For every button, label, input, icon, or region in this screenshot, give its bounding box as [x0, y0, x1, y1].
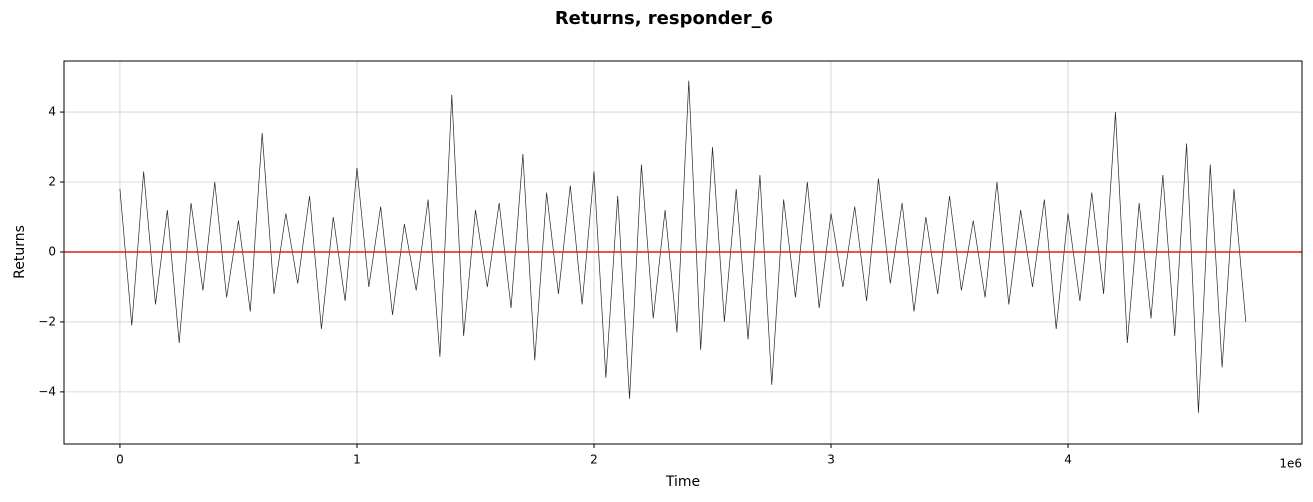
y-tick-label: 0 [48, 244, 56, 258]
x-offset-label: 1e6 [1279, 457, 1302, 471]
x-axis-label: Time [665, 474, 700, 490]
x-tick-label: 1 [353, 453, 361, 467]
x-tick-label: 0 [116, 453, 124, 467]
series-line [119, 80, 1247, 413]
y-tick-label: 4 [48, 105, 56, 119]
x-tick-label: 2 [590, 453, 598, 467]
chart-title: Returns, responder_6 [555, 8, 773, 29]
y-axis-label: Returns [12, 225, 28, 279]
y-tick-label: −4 [38, 384, 56, 398]
x-tick-label: 4 [1064, 453, 1072, 467]
x-tick-label: 3 [827, 453, 835, 467]
y-tick-label: −2 [38, 314, 56, 328]
plot-frame [63, 60, 1303, 445]
y-tick-label: 2 [48, 175, 56, 189]
